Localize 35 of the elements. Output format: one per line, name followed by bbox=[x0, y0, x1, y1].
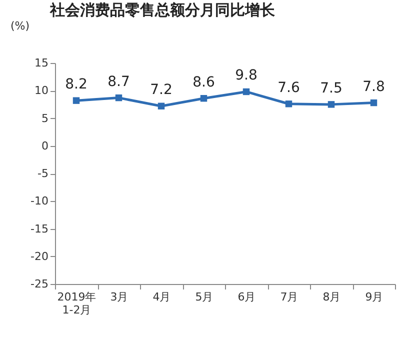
y-tick-label: 5 bbox=[42, 112, 48, 125]
data-label: 8.6 bbox=[192, 74, 215, 90]
point bbox=[242, 88, 250, 96]
point bbox=[72, 97, 80, 104]
point bbox=[158, 102, 165, 110]
point bbox=[328, 101, 335, 108]
y-tick-label: -20 bbox=[30, 250, 48, 263]
y-axis-title: (%) bbox=[10, 20, 30, 32]
point bbox=[115, 94, 122, 102]
y-tick-label: -25 bbox=[30, 278, 48, 290]
y-tick-label: 10 bbox=[34, 84, 48, 98]
y-tick-label: -5 bbox=[38, 167, 48, 180]
y-tick-label: -10 bbox=[30, 194, 48, 208]
x-tick-label: 6月 bbox=[238, 290, 256, 304]
data-label: 7.5 bbox=[320, 80, 342, 96]
data-label: 7.8 bbox=[362, 78, 385, 95]
chart-title: 社会消费品零售总额分月同比增长 bbox=[49, 1, 276, 19]
x-tick-label: 2019年 1-2月 bbox=[57, 290, 96, 316]
y-tick-label: -15 bbox=[30, 222, 48, 236]
data-label: 7.6 bbox=[278, 80, 300, 96]
x-tick-label: 9月 bbox=[365, 290, 384, 304]
x-tick-label: 7月 bbox=[280, 290, 298, 304]
data-label: 7.2 bbox=[150, 82, 172, 98]
x-tick-label: 3月 bbox=[110, 290, 128, 304]
x-tick-label: 4月 bbox=[152, 290, 171, 304]
data-label: 9.8 bbox=[235, 68, 258, 84]
y-tick-label: 15 bbox=[34, 56, 48, 70]
point bbox=[200, 95, 208, 102]
y-tick-label: 0 bbox=[42, 139, 48, 152]
data-label: 8.2 bbox=[65, 76, 88, 93]
point bbox=[370, 99, 378, 106]
x-tick-label: 5月 bbox=[195, 290, 214, 304]
point bbox=[285, 100, 292, 108]
x-tick-label: 8月 bbox=[322, 290, 341, 304]
data-label: 8.7 bbox=[108, 74, 130, 90]
